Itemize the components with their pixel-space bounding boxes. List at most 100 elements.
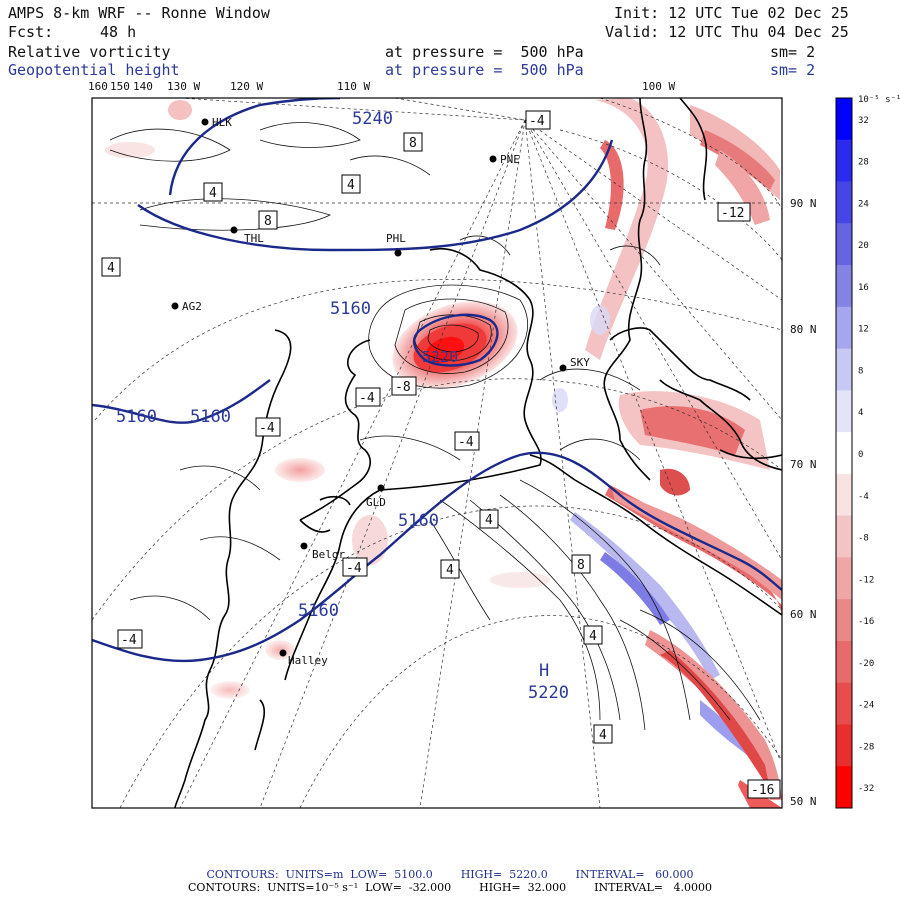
station-label: PHL (386, 232, 406, 245)
svg-text:-8: -8 (395, 380, 411, 395)
svg-text:-4: -4 (359, 391, 375, 406)
station-label: SKY (570, 356, 590, 369)
station-marker (230, 226, 238, 234)
svg-text:4: 4 (599, 728, 607, 743)
svg-text:8: 8 (264, 214, 272, 229)
station-markers (171, 118, 567, 657)
colorbar-swatch (836, 181, 852, 224)
svg-text:4: 4 (209, 186, 217, 201)
height-label: 5240 (352, 109, 393, 129)
lon-label: 140 (133, 80, 153, 93)
lon-label: 160 (88, 80, 108, 93)
lat-label: 80 N (790, 323, 817, 336)
svg-text:4: 4 (485, 513, 493, 528)
colorbar-swatch (836, 348, 852, 391)
plot-frame (91, 97, 783, 809)
svg-text:-4: -4 (259, 421, 275, 436)
colorbar-swatch (836, 599, 852, 642)
colorbar-swatch (836, 432, 852, 475)
station-marker (279, 649, 287, 657)
field1-name: Relative vorticity (8, 43, 171, 61)
station-marker (489, 155, 497, 163)
colorbar-swatch (836, 98, 852, 141)
height-labels: 5240 5160 5160 5160 5160 5160 5220 5220 … (116, 109, 569, 703)
height-label: 5160 (116, 407, 157, 427)
colorbar-swatch (836, 306, 852, 350)
vorticity-label: -4 (525, 110, 551, 130)
vorticity-label: -4 (342, 557, 368, 577)
vorticity-labels: 4 4 4 4 4 4 4 8 8 8 -4 -4 -4 -4 -4 -4 -8… (101, 110, 781, 799)
lon-label: 150 (110, 80, 130, 93)
map-title: AMPS 8-km WRF -- Ronne Window (8, 4, 270, 22)
init-time: Init: 12 UTC Tue 02 Dec 25 (614, 4, 849, 22)
svg-text:-4: -4 (529, 114, 545, 129)
colorbar-swatch (836, 766, 852, 809)
valid-time: Valid: 12 UTC Thu 04 Dec 25 (605, 23, 849, 41)
colorbar-tick-label: -24 (858, 701, 874, 711)
colorbar-tick-label: 0 (858, 450, 863, 460)
colorbar-tick-label: 32 (858, 116, 869, 126)
svg-text:-16: -16 (751, 783, 774, 798)
svg-text:4: 4 (446, 563, 454, 578)
colorbar-swatch (836, 640, 852, 684)
vorticity-label: -4 (117, 629, 143, 649)
colorbar-swatch (836, 682, 852, 725)
footer-vorticity-contours: CONTOURS: UNITS=10⁻⁵ s⁻¹ LOW= -32.000 HI… (188, 881, 712, 894)
station-label: Halley (288, 654, 328, 667)
lat-label: 70 N (790, 458, 817, 471)
svg-text:4: 4 (347, 178, 355, 193)
field1-level: at pressure = 500 hPa (385, 43, 584, 61)
coastline (174, 98, 782, 808)
colorbar-tick-label: 20 (858, 241, 869, 251)
height-label: 5160 (330, 299, 371, 319)
height-label: 5160 (190, 407, 231, 427)
field2-name: Geopotential height (8, 61, 180, 79)
lon-label: 120 W (230, 80, 263, 93)
lat-label: 60 N (790, 608, 817, 621)
lon-label: 130 W (167, 80, 200, 93)
vorticity-label: 4 (440, 559, 460, 579)
svg-text:-4: -4 (458, 435, 474, 450)
station-label: GLD (366, 496, 386, 509)
station-label: HLK (212, 116, 232, 129)
field1-sm: sm= 2 (770, 43, 816, 61)
vorticity-label: -4 (454, 431, 480, 451)
vorticity-label: 4 (593, 724, 613, 744)
colorbar-swatch (836, 390, 852, 433)
svg-text:8: 8 (409, 136, 417, 151)
svg-text:-12: -12 (721, 206, 744, 221)
station-marker (394, 249, 402, 257)
colorbar: 32 28 24 20 16 12 8 4 0 -4 -8 -12 -16 -20 -24 -28 -32 (835, 97, 874, 809)
right-latitude-labels: 90 N 80 N 70 N 60 N 50 N (790, 197, 817, 808)
station-labels: HLK PNE THL PHL AG2 SKY GLD Belgr Halley (182, 116, 590, 667)
vorticity-label: 4 (101, 257, 121, 277)
lat-label: 50 N (790, 795, 817, 808)
vorticity-label: -4 (255, 417, 281, 437)
top-longitude-labels: 160 150 140 130 W 120 W 110 W 100 W (88, 80, 675, 93)
vorticity-label: -16 (747, 779, 781, 799)
height-label: 5220 (528, 683, 569, 703)
vorticity-contours (109, 122, 761, 731)
colorbar-tick-label: -8 (858, 534, 869, 544)
colorbar-tick-label: 4 (858, 408, 863, 418)
station-label: THL (244, 232, 264, 245)
vorticity-label: -12 (717, 202, 751, 222)
station-label: Belgr (312, 548, 345, 561)
colorbar-tick-label: -32 (858, 784, 874, 794)
map-plot-area: HLK PNE THL PHL AG2 SKY GLD Belgr Halley… (92, 98, 782, 808)
forecast-hours: 48 h (100, 23, 137, 41)
high-pressure-marker: H (539, 661, 549, 681)
vorticity-label: 8 (403, 132, 423, 152)
svg-text:4: 4 (589, 629, 597, 644)
vorticity-label: 4 (341, 174, 361, 194)
colorbar-swatch (836, 139, 852, 183)
colorbar-tick-label: -28 (858, 742, 874, 752)
station-marker (377, 484, 385, 492)
station-label: PNE (500, 153, 520, 166)
colorbar-tick-label: -20 (858, 659, 874, 669)
svg-text:-4: -4 (346, 561, 362, 576)
vorticity-label: -4 (355, 387, 381, 407)
colorbar-swatch (836, 223, 852, 266)
svg-text:8: 8 (577, 558, 585, 573)
height-label: 5160 (398, 511, 439, 531)
